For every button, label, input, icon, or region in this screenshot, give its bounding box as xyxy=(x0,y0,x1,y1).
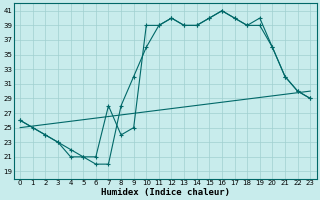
X-axis label: Humidex (Indice chaleur): Humidex (Indice chaleur) xyxy=(101,188,230,197)
